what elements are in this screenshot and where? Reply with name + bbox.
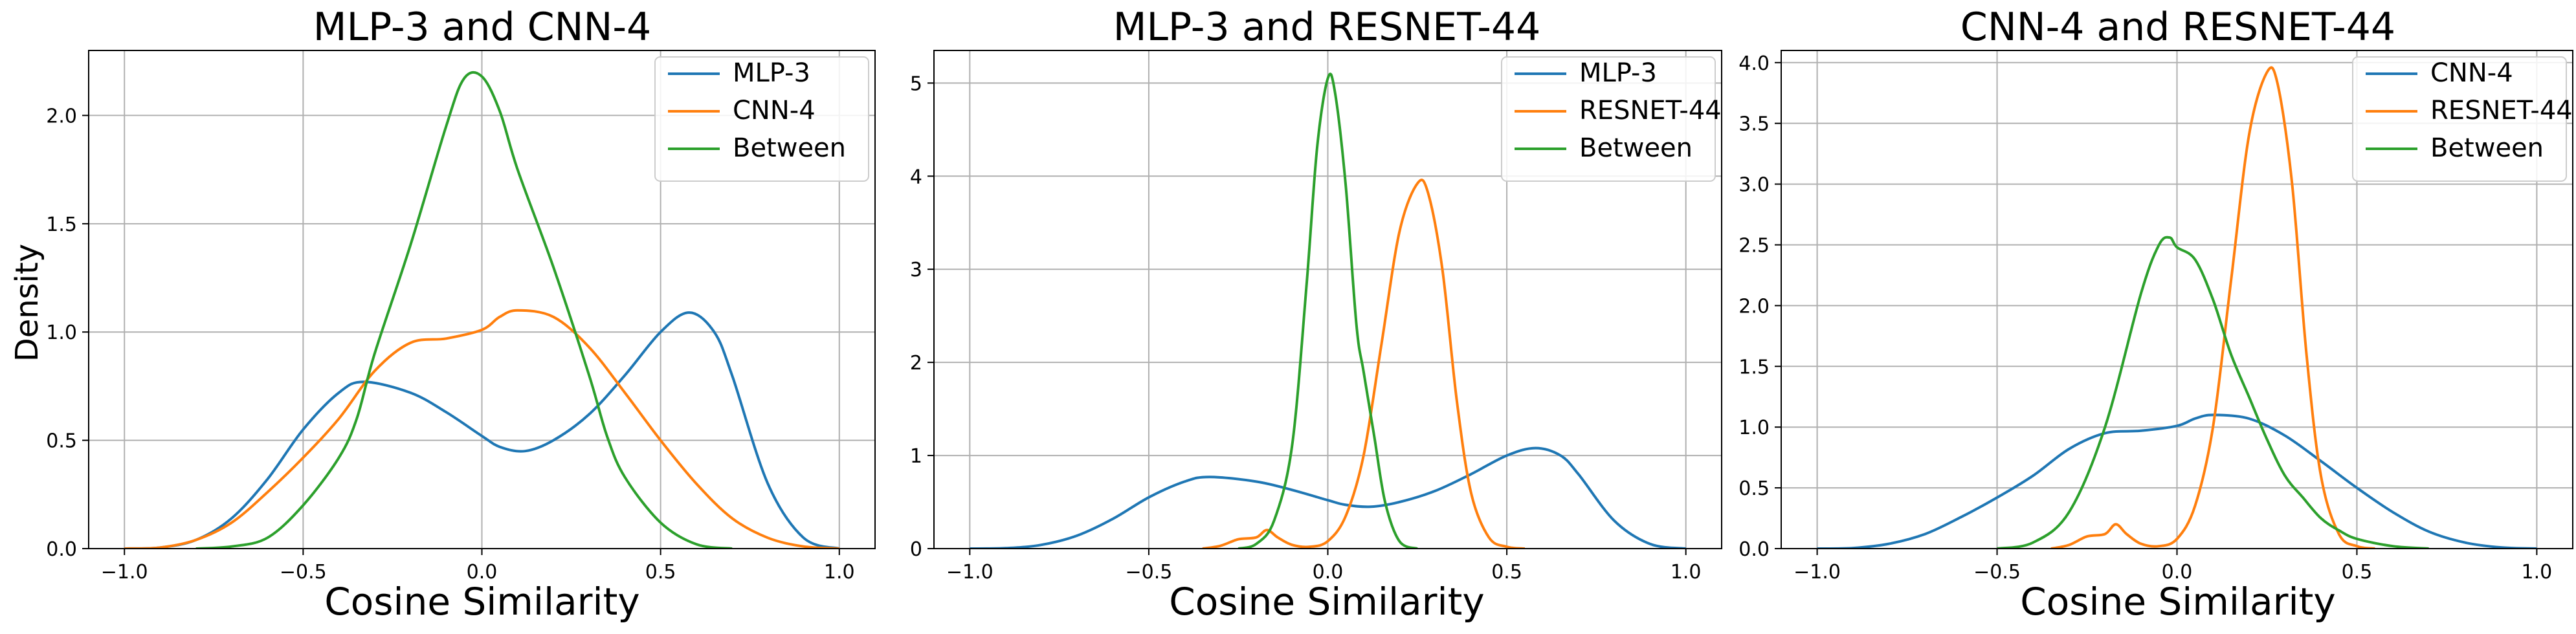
y-tick-label: 4 <box>910 166 922 188</box>
x-tick-label: −0.5 <box>1973 561 2021 584</box>
series-line-mlp-3 <box>124 311 840 549</box>
x-axis-label: Cosine Similarity <box>2020 580 2335 624</box>
x-tick-label: 1.0 <box>1671 561 1702 584</box>
y-tick-label: 0.0 <box>1738 538 1770 561</box>
x-tick-label: 1.0 <box>2522 561 2553 584</box>
y-tick-label: 3.5 <box>1738 113 1770 136</box>
y-tick-label: 0.5 <box>1738 477 1770 500</box>
legend-label: MLP-3 <box>1579 58 1657 88</box>
x-axis-label: Cosine Similarity <box>324 580 639 624</box>
x-tick-label: −0.5 <box>280 561 327 584</box>
x-tick-label: 0.0 <box>1313 561 1344 584</box>
y-tick-label: 0 <box>910 538 922 561</box>
series-line-cnn-4 <box>1817 413 2537 549</box>
chart-title: MLP-3 and CNN-4 <box>313 5 651 50</box>
legend-label: Between <box>1579 133 1693 163</box>
y-tick-label: 0.5 <box>46 430 77 453</box>
legend-label: RESNET-44 <box>1579 96 1722 126</box>
x-tick-label: 0.5 <box>1491 561 1522 584</box>
y-tick-label: 1.0 <box>46 322 77 344</box>
y-tick-label: 2.5 <box>1738 234 1770 257</box>
series-line-between <box>1997 235 2429 549</box>
series-line-between <box>195 71 733 549</box>
y-tick-label: 2 <box>910 352 922 375</box>
x-tick-label: −1.0 <box>946 561 994 584</box>
y-tick-label: 4.0 <box>1738 52 1770 75</box>
y-tick-label: 1.0 <box>1738 417 1770 439</box>
y-tick-label: 5 <box>910 72 922 95</box>
chart-title: CNN-4 and RESNET-44 <box>1960 5 2395 50</box>
x-tick-label: −1.0 <box>101 561 148 584</box>
x-tick-label: 0.5 <box>645 561 676 584</box>
y-tick-label: 1.5 <box>1738 356 1770 378</box>
series-line-resnet-44 <box>1202 179 1526 549</box>
y-tick-label: 1 <box>910 445 922 468</box>
series-line-cnn-4 <box>124 309 839 549</box>
x-tick-label: 0.0 <box>2162 561 2193 584</box>
x-tick-label: 0.0 <box>467 561 498 584</box>
x-axis-label: Cosine Similarity <box>1169 580 1484 624</box>
series-line-between <box>1238 72 1418 549</box>
x-tick-label: 0.5 <box>2342 561 2373 584</box>
legend-label: Between <box>733 133 846 163</box>
legend-label: RESNET-44 <box>2430 96 2573 126</box>
legend-label: CNN-4 <box>733 96 816 126</box>
x-tick-label: −0.5 <box>1125 561 1172 584</box>
x-tick-label: −1.0 <box>1793 561 1841 584</box>
series-line-mlp-3 <box>970 446 1686 549</box>
chart-panel-mlp3-cnn4: MLP-3 and CNN-4 Cosine Similarity Densit… <box>9 5 876 624</box>
y-axis-label: Density <box>9 244 45 362</box>
y-tick-label: 2.0 <box>46 105 77 127</box>
chart-title: MLP-3 and RESNET-44 <box>1113 5 1541 50</box>
chart-panel-mlp3-resnet44: MLP-3 and RESNET-44 Cosine Similarity −1… <box>910 5 1722 624</box>
series-line-resnet-44 <box>2050 66 2375 549</box>
y-tick-label: 1.5 <box>46 213 77 236</box>
x-tick-label: 1.0 <box>824 561 855 584</box>
y-tick-label: 3 <box>910 259 922 281</box>
chart-panel-cnn4-resnet44: CNN-4 and RESNET-44 Cosine Similarity −1… <box>1738 5 2573 624</box>
y-tick-label: 2.0 <box>1738 295 1770 318</box>
y-tick-label: 3.0 <box>1738 174 1770 197</box>
legend-label: Between <box>2430 133 2544 163</box>
legend-label: CNN-4 <box>2430 58 2513 88</box>
y-tick-label: 0.0 <box>46 538 77 561</box>
legend-label: MLP-3 <box>733 58 810 88</box>
